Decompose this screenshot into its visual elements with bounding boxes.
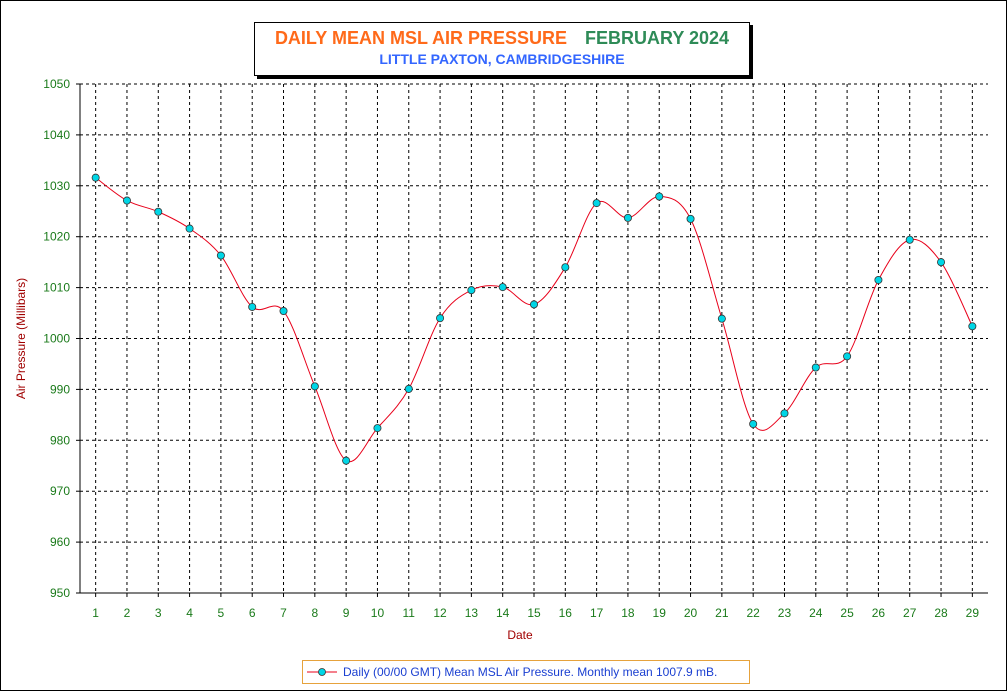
chart-subtitle: LITTLE PAXTON, CAMBRIDGESHIRE <box>379 51 625 67</box>
data-point <box>154 207 163 216</box>
title-line: DAILY MEAN MSL AIR PRESSURE FEBRUARY 2024 <box>255 28 749 49</box>
y-tick-label: 1040 <box>43 128 70 142</box>
y-tick-label: 1050 <box>43 77 70 91</box>
data-point <box>373 424 382 433</box>
x-tick-label: 21 <box>715 606 729 620</box>
x-tick-label: 17 <box>590 606 604 620</box>
data-point <box>122 196 131 205</box>
y-tick-label: 990 <box>50 382 70 396</box>
x-tick-label: 2 <box>124 606 131 620</box>
x-tick-label: 22 <box>746 606 760 620</box>
data-point <box>310 382 319 391</box>
x-tick-label: 9 <box>343 606 350 620</box>
data-point <box>874 275 883 284</box>
data-point <box>279 307 288 316</box>
x-tick-label: 15 <box>527 606 541 620</box>
data-point <box>530 300 539 309</box>
x-tick-label: 29 <box>966 606 980 620</box>
x-tick-label: 5 <box>218 606 225 620</box>
y-tick-label: 960 <box>50 535 70 549</box>
data-point <box>436 314 445 323</box>
y-axis-label: Air Pressure (Millibars) <box>14 278 28 399</box>
data-point <box>467 286 476 295</box>
x-tick-label: 13 <box>465 606 479 620</box>
x-tick-label: 6 <box>249 606 256 620</box>
data-point <box>655 192 664 201</box>
x-tick-label: 25 <box>840 606 854 620</box>
x-tick-label: 11 <box>403 606 416 620</box>
data-point <box>498 283 507 292</box>
x-tick-label: 16 <box>559 606 573 620</box>
data-point <box>937 258 946 267</box>
data-point <box>811 363 820 372</box>
y-tick-label: 950 <box>50 586 70 600</box>
x-axis-label: Date <box>507 628 533 642</box>
x-tick-label: 7 <box>280 606 287 620</box>
x-tick-label: 4 <box>186 606 193 620</box>
data-point <box>780 409 789 418</box>
x-tick-label: 10 <box>371 606 385 620</box>
x-tick-label: 18 <box>621 606 635 620</box>
data-point <box>561 263 570 272</box>
x-tick-label: 19 <box>653 606 667 620</box>
data-point <box>843 352 852 361</box>
x-tick-label: 26 <box>872 606 886 620</box>
data-point <box>404 384 413 393</box>
x-tick-label: 23 <box>778 606 792 620</box>
chart-title-month: FEBRUARY 2024 <box>585 28 730 48</box>
y-tick-label: 980 <box>50 433 70 447</box>
data-point <box>749 420 758 429</box>
legend: Daily (00/00 GMT) Mean MSL Air Pressure.… <box>302 660 750 684</box>
x-tick-label: 8 <box>311 606 318 620</box>
legend-swatch-marker <box>318 668 326 676</box>
y-tick-label: 1020 <box>43 230 70 244</box>
data-point <box>185 224 194 233</box>
x-tick-label: 24 <box>809 606 823 620</box>
y-tick-label: 970 <box>50 484 70 498</box>
chart-title-box: DAILY MEAN MSL AIR PRESSURE FEBRUARY 2024… <box>254 22 750 76</box>
y-tick-label: 1000 <box>43 332 70 346</box>
data-point <box>686 214 695 223</box>
x-tick-label: 20 <box>684 606 698 620</box>
chart-title: DAILY MEAN MSL AIR PRESSURE <box>274 28 567 48</box>
x-tick-label: 14 <box>496 606 510 620</box>
data-point <box>91 173 100 182</box>
x-tick-label: 27 <box>903 606 917 620</box>
plot-layer: 9509609709809901000101010201030104010501… <box>14 77 988 642</box>
data-point <box>342 456 351 465</box>
data-point <box>248 302 257 311</box>
data-point <box>592 199 601 208</box>
data-point <box>216 251 225 260</box>
x-tick-label: 28 <box>934 606 948 620</box>
data-point <box>623 213 632 222</box>
y-tick-label: 1010 <box>43 281 70 295</box>
legend-swatch <box>307 668 337 676</box>
x-tick-label: 3 <box>155 606 162 620</box>
x-tick-label: 1 <box>92 606 99 620</box>
x-tick-label: 12 <box>433 606 447 620</box>
data-point <box>905 235 914 244</box>
data-point <box>968 322 977 331</box>
legend-label: Daily (00/00 GMT) Mean MSL Air Pressure.… <box>343 665 718 679</box>
data-point <box>717 314 726 323</box>
y-tick-label: 1030 <box>43 179 70 193</box>
